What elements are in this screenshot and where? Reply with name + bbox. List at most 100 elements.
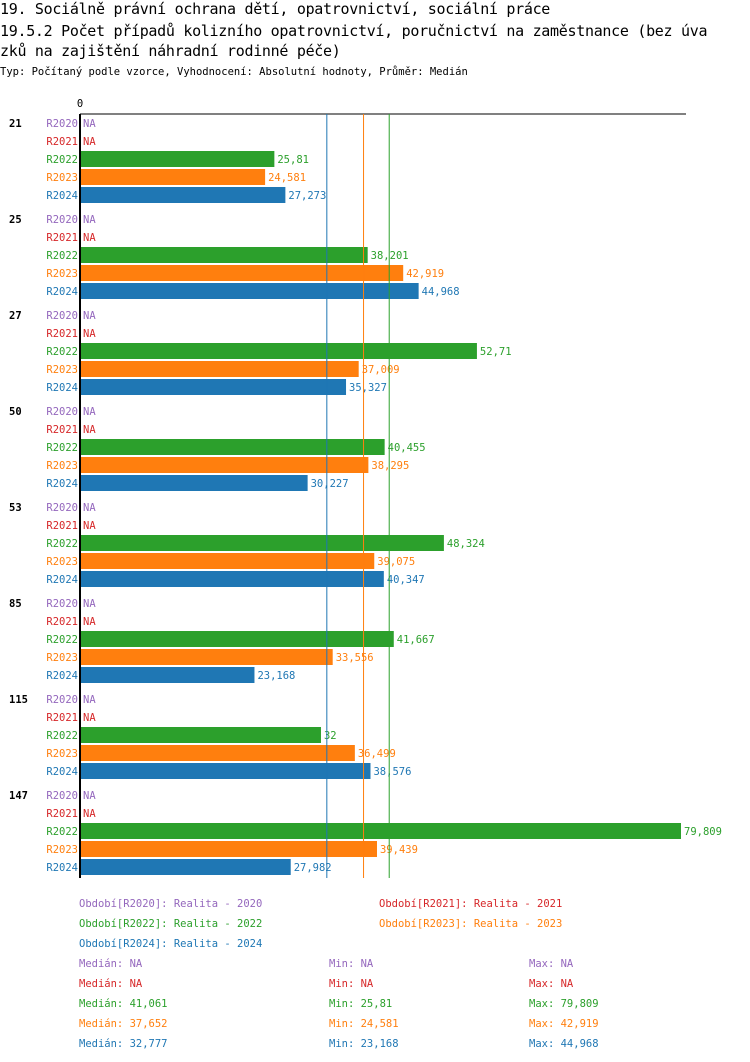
bar bbox=[80, 535, 444, 551]
value-label: NA bbox=[83, 406, 96, 418]
series-label: R2022 bbox=[46, 250, 78, 262]
series-label: R2021 bbox=[46, 136, 78, 148]
series-label: R2023 bbox=[46, 844, 78, 856]
value-label: NA bbox=[83, 598, 96, 610]
series-label: R2022 bbox=[46, 442, 78, 454]
value-label: NA bbox=[83, 310, 96, 322]
series-label: R2023 bbox=[46, 556, 78, 568]
bar bbox=[80, 439, 385, 455]
value-label: NA bbox=[83, 136, 96, 148]
series-label: R2024 bbox=[46, 478, 78, 490]
series-label: R2023 bbox=[46, 172, 78, 184]
value-label: NA bbox=[83, 520, 96, 532]
series-label: R2024 bbox=[46, 574, 78, 586]
bar bbox=[80, 151, 275, 167]
series-label: R2022 bbox=[46, 154, 78, 166]
value-label: 79,809 bbox=[684, 826, 722, 838]
chart-title: 19.5.2 Počet případů kolizního opatrovni… bbox=[0, 22, 708, 40]
chart-title-continued: zků na zajištění náhradní rodinné péče) bbox=[0, 42, 341, 60]
series-label: R2022 bbox=[46, 826, 78, 838]
bar bbox=[80, 457, 369, 473]
series-label: R2020 bbox=[46, 310, 78, 322]
stat-median: Medián: NA bbox=[79, 958, 143, 970]
series-label: R2024 bbox=[46, 286, 78, 298]
series-label: R2021 bbox=[46, 616, 78, 628]
value-label: 23,168 bbox=[257, 670, 295, 682]
value-label: 24,581 bbox=[268, 172, 306, 184]
series-label: R2021 bbox=[46, 712, 78, 724]
value-label: 39,075 bbox=[377, 556, 415, 568]
value-label: NA bbox=[83, 502, 96, 514]
bar bbox=[80, 553, 375, 569]
value-label: 27,273 bbox=[288, 190, 326, 202]
bar bbox=[80, 247, 368, 263]
bar bbox=[80, 841, 377, 857]
value-label: NA bbox=[83, 232, 96, 244]
bar bbox=[80, 343, 477, 359]
category-label: 27 bbox=[9, 310, 22, 322]
series-label: R2021 bbox=[46, 520, 78, 532]
bar bbox=[80, 649, 333, 665]
value-label: 25,81 bbox=[277, 154, 309, 166]
series-label: R2020 bbox=[46, 214, 78, 226]
value-label: 30,227 bbox=[311, 478, 349, 490]
value-label: 27,982 bbox=[294, 862, 332, 874]
value-label: NA bbox=[83, 712, 96, 724]
series-label: R2020 bbox=[46, 790, 78, 802]
stat-max: Max: 44,968 bbox=[529, 1038, 599, 1050]
series-label: R2022 bbox=[46, 346, 78, 358]
value-label: NA bbox=[83, 118, 96, 130]
series-label: R2023 bbox=[46, 364, 78, 376]
chart-subtitle: Typ: Počítaný podle vzorce, Vyhodnocení:… bbox=[0, 66, 468, 78]
value-label: 38,576 bbox=[373, 766, 411, 778]
value-label: 40,455 bbox=[388, 442, 426, 454]
series-label: R2023 bbox=[46, 268, 78, 280]
series-label: R2023 bbox=[46, 748, 78, 760]
stat-median: Medián: 37,652 bbox=[79, 1018, 168, 1030]
value-label: NA bbox=[83, 808, 96, 820]
stat-median: Medián: 41,061 bbox=[79, 998, 168, 1010]
series-label: R2024 bbox=[46, 670, 78, 682]
chart-title-section: 19. Sociálně právní ochrana dětí, opatro… bbox=[0, 0, 551, 18]
series-label: R2023 bbox=[46, 460, 78, 472]
series-label: R2020 bbox=[46, 598, 78, 610]
series-label: R2024 bbox=[46, 862, 78, 874]
bar bbox=[80, 361, 359, 377]
bar bbox=[80, 763, 371, 779]
series-label: R2020 bbox=[46, 694, 78, 706]
value-label: 42,919 bbox=[406, 268, 444, 280]
value-label: 40,347 bbox=[387, 574, 425, 586]
legend-item: Období[R2023]: Realita - 2023 bbox=[379, 918, 563, 930]
value-label: 32 bbox=[324, 730, 337, 742]
series-label: R2021 bbox=[46, 424, 78, 436]
stat-min: Min: 24,581 bbox=[329, 1018, 399, 1030]
stat-median: Medián: 32,777 bbox=[79, 1038, 168, 1050]
category-label: 147 bbox=[9, 790, 28, 802]
category-label: 50 bbox=[9, 406, 22, 418]
legend-item: Období[R2020]: Realita - 2020 bbox=[79, 898, 263, 910]
value-label: NA bbox=[83, 424, 96, 436]
bar bbox=[80, 859, 291, 875]
value-label: NA bbox=[83, 214, 96, 226]
series-label: R2020 bbox=[46, 502, 78, 514]
series-label: R2022 bbox=[46, 538, 78, 550]
category-label: 85 bbox=[9, 598, 22, 610]
value-label: NA bbox=[83, 328, 96, 340]
category-label: 21 bbox=[9, 118, 22, 130]
bar bbox=[80, 667, 255, 683]
bar bbox=[80, 631, 394, 647]
stat-min: Min: 25,81 bbox=[329, 998, 393, 1010]
bar bbox=[80, 169, 266, 185]
value-label: NA bbox=[83, 790, 96, 802]
value-label: 44,968 bbox=[422, 286, 460, 298]
bar bbox=[80, 727, 321, 743]
x-tick-label: 0 bbox=[77, 98, 83, 110]
series-label: R2023 bbox=[46, 652, 78, 664]
value-label: 39,439 bbox=[380, 844, 418, 856]
bar bbox=[80, 379, 347, 395]
value-label: 33,556 bbox=[336, 652, 374, 664]
stat-min: Min: 23,168 bbox=[329, 1038, 399, 1050]
value-label: 36,499 bbox=[358, 748, 396, 760]
series-label: R2024 bbox=[46, 766, 78, 778]
bar bbox=[80, 571, 384, 587]
